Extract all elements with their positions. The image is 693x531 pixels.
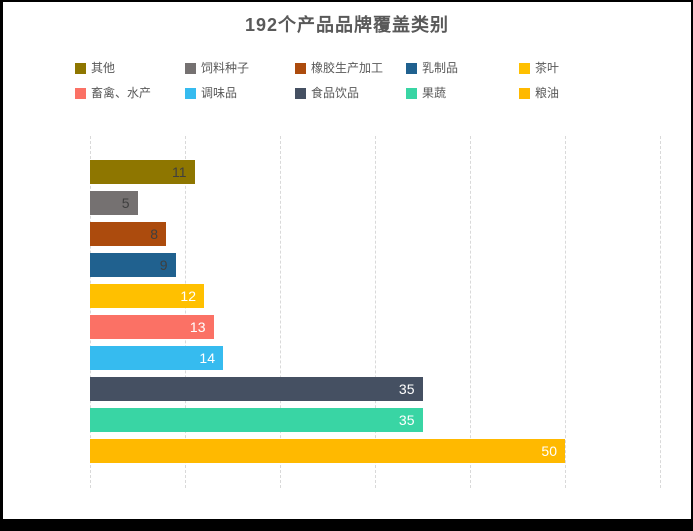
chart-title: 192个产品品牌覆盖类别: [244, 15, 450, 35]
bar: 8: [90, 222, 166, 246]
legend-label: 果蔬: [422, 86, 447, 100]
legend-swatch-icon: [406, 87, 417, 99]
legend-swatch-icon: [185, 87, 196, 99]
plot-area: 11 5 8 9 12 13 14 35 35 50: [90, 136, 661, 488]
legend-label: 调味品: [201, 86, 238, 100]
bar: 50: [90, 439, 565, 463]
bar-value-label: 5: [121, 195, 130, 211]
bar: 5: [90, 191, 138, 215]
legend-item: 果蔬: [406, 85, 519, 101]
gridline: [280, 136, 281, 488]
bar-value-label: 50: [541, 443, 557, 459]
legend-item: 饲料种子: [185, 60, 295, 76]
legend-label: 乳制品: [422, 61, 459, 75]
gridline: [660, 136, 661, 488]
bar: 11: [90, 160, 195, 184]
legend-label: 其他: [91, 61, 116, 75]
legend-label: 食品饮品: [311, 86, 360, 100]
gridline: [375, 136, 376, 488]
legend-label: 橡胶生产加工: [311, 61, 384, 75]
legend-swatch-icon: [75, 87, 86, 99]
bar: 13: [90, 315, 214, 339]
gridline: [185, 136, 186, 488]
legend-label: 畜禽、水产: [91, 86, 152, 100]
legend-swatch-icon: [519, 62, 530, 74]
legend: 其他 饲料种子 橡胶生产加工 乳制品 茶叶畜禽、水产 调味品 食品饮品 果蔬 粮油: [75, 60, 687, 101]
legend-item: 畜禽、水产: [75, 85, 185, 101]
bar-value-label: 12: [180, 288, 196, 304]
legend-swatch-icon: [406, 62, 417, 74]
legend-swatch-icon: [295, 87, 306, 99]
bar-value-label: 11: [171, 164, 187, 180]
legend-item: 其他: [75, 60, 185, 76]
bar: 9: [90, 253, 176, 277]
bar: 12: [90, 284, 204, 308]
legend-item: 乳制品: [406, 60, 519, 76]
legend-item: 橡胶生产加工: [295, 60, 406, 76]
legend-swatch-icon: [519, 87, 530, 99]
chart-panel: 192个产品品牌覆盖类别 其他 饲料种子 橡胶生产加工 乳制品 茶叶畜禽、水产 调味品 食品…: [3, 2, 691, 519]
bar-value-label: 35: [398, 381, 415, 397]
legend-swatch-icon: [295, 62, 306, 74]
gridline: [470, 136, 471, 488]
bar: 35: [90, 408, 423, 432]
legend-item: 茶叶: [519, 60, 687, 76]
bar: 14: [90, 346, 223, 370]
legend-item: 调味品: [185, 85, 295, 101]
bar-value-label: 35: [398, 412, 415, 428]
legend-item: 食品饮品: [295, 85, 406, 101]
bar-value-label: 13: [189, 319, 206, 335]
gridline: [90, 136, 91, 488]
legend-label: 饲料种子: [201, 61, 250, 75]
bar-value-label: 9: [159, 257, 168, 273]
bar-value-label: 8: [150, 226, 158, 242]
legend-swatch-icon: [75, 62, 86, 74]
gridline: [565, 136, 566, 488]
legend-item: 粮油: [519, 85, 687, 101]
legend-label: 茶叶: [535, 61, 560, 75]
bar-value-label: 14: [199, 350, 215, 366]
bar: 35: [90, 377, 423, 401]
legend-swatch-icon: [185, 62, 196, 74]
legend-label: 粮油: [535, 86, 560, 100]
